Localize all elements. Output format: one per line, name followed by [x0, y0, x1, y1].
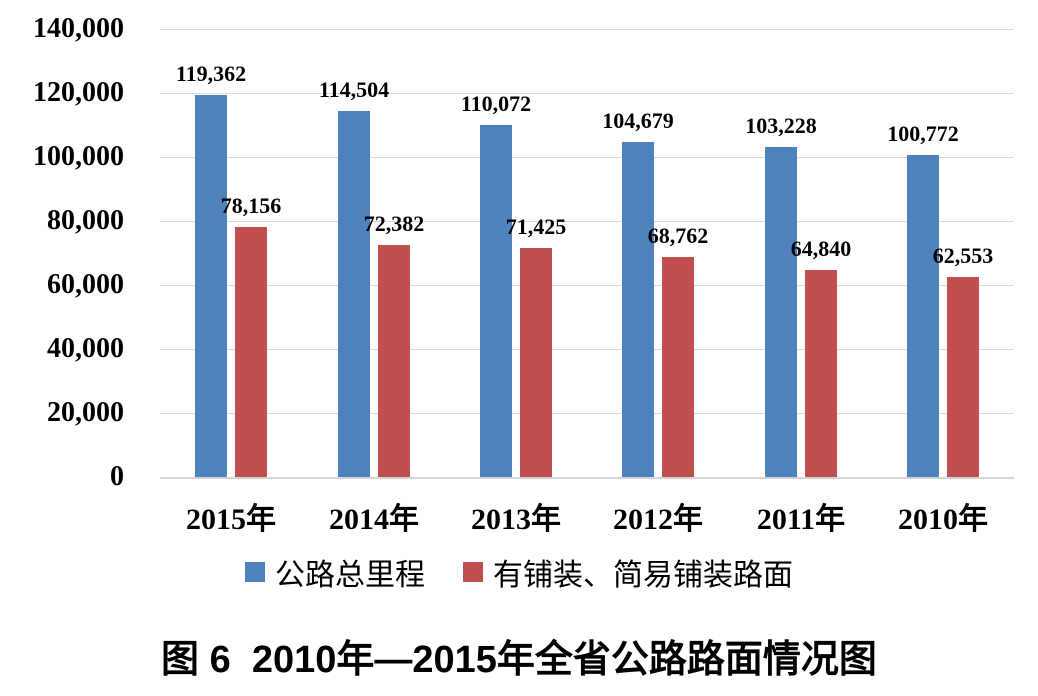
- legend: 公路总里程 有铺装、简易铺装路面: [0, 552, 1038, 592]
- bar: [235, 227, 267, 477]
- x-axis-line: [160, 477, 1014, 479]
- bar-value-label: 72,382: [363, 211, 425, 236]
- legend-swatch-icon: [463, 562, 483, 582]
- bar-value-label: 104,679: [602, 108, 674, 133]
- legend-label: 公路总里程: [275, 559, 425, 592]
- gridline: [160, 349, 1014, 350]
- bar-value-label: 103,228: [745, 113, 817, 138]
- bar-value-label: 64,840: [790, 236, 852, 261]
- y-tick-label: 80,000: [47, 205, 124, 236]
- legend-item: 公路总里程: [245, 550, 425, 594]
- bar: [662, 257, 694, 477]
- bar-value-label: 110,072: [460, 91, 532, 116]
- bar-value-label: 114,504: [318, 77, 390, 102]
- figure-caption: 图 6 2010年—2015年全省公路路面情况图: [161, 639, 877, 681]
- y-tick-label: 40,000: [47, 333, 124, 364]
- bar-value-label: 62,553: [932, 243, 994, 268]
- x-category-label: 2010年: [898, 503, 988, 536]
- bar: [622, 142, 654, 477]
- x-category-label: 2012年: [613, 503, 703, 536]
- gridline: [160, 157, 1014, 158]
- bar: [195, 95, 227, 477]
- x-category-label: 2014年: [329, 503, 419, 536]
- legend-label: 有铺装、简易铺装路面: [493, 559, 793, 592]
- x-category-label: 2015年: [186, 503, 276, 536]
- gridline: [160, 93, 1014, 94]
- y-tick-label: 120,000: [33, 77, 124, 108]
- bar-value-label: 71,425: [505, 214, 567, 239]
- bar-value-label: 78,156: [220, 193, 282, 218]
- bar: [520, 248, 552, 477]
- gridline: [160, 221, 1014, 222]
- bar: [378, 245, 410, 477]
- gridline: [160, 285, 1014, 286]
- bar-value-label: 100,772: [887, 121, 959, 146]
- legend-item: 有铺装、简易铺装路面: [463, 550, 793, 594]
- bar: [805, 270, 837, 477]
- x-category-label: 2011年: [756, 503, 846, 536]
- y-tick-label: 140,000: [33, 13, 124, 44]
- y-tick-label: 60,000: [47, 269, 124, 300]
- y-tick-label: 0: [110, 461, 124, 492]
- bar: [338, 111, 370, 477]
- bar: [907, 155, 939, 477]
- gridline: [160, 29, 1014, 30]
- bar: [480, 125, 512, 477]
- x-category-label: 2013年: [471, 503, 561, 536]
- bar: [947, 277, 979, 477]
- legend-swatch-icon: [245, 562, 265, 582]
- gridline: [160, 413, 1014, 414]
- y-tick-label: 100,000: [33, 141, 124, 172]
- bar-value-label: 119,362: [175, 61, 247, 86]
- bar-value-label: 68,762: [647, 223, 709, 248]
- bar: [765, 147, 797, 477]
- y-tick-label: 20,000: [47, 397, 124, 428]
